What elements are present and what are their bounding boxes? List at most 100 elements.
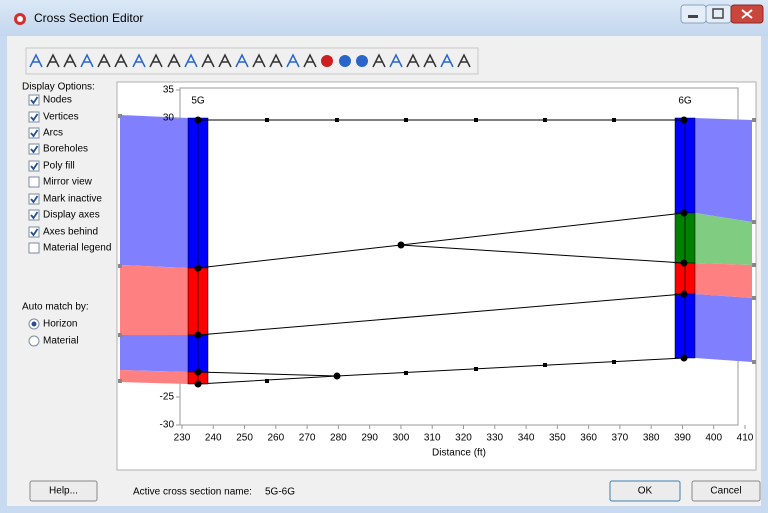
checkbox[interactable] bbox=[28, 226, 40, 238]
title-bar bbox=[0, 0, 768, 36]
help-button[interactable] bbox=[29, 480, 98, 502]
checkbox-label: Vertices bbox=[43, 112, 79, 123]
toolbar-icon[interactable] bbox=[252, 53, 266, 68]
toolbar-icon[interactable] bbox=[339, 55, 351, 67]
x-tick-label: 260 bbox=[267, 433, 284, 444]
x-axis-label: Distance (ft) bbox=[432, 448, 486, 459]
toolbar-icon[interactable] bbox=[406, 53, 420, 68]
radio-dot bbox=[31, 321, 37, 327]
material-fill bbox=[695, 118, 752, 222]
checkbox-label: Boreholes bbox=[43, 144, 88, 155]
node bbox=[680, 290, 688, 298]
toolbar-icon[interactable] bbox=[132, 53, 146, 68]
display-options-label: Display Options: bbox=[22, 82, 95, 93]
checkmark bbox=[30, 211, 39, 220]
vertex bbox=[265, 379, 269, 383]
checkbox[interactable] bbox=[28, 160, 40, 172]
y-tick-label: 30 bbox=[163, 113, 175, 124]
checkmark bbox=[30, 228, 39, 237]
node bbox=[680, 354, 688, 362]
toolbar-icon[interactable] bbox=[440, 53, 454, 68]
toolbar-icon[interactable] bbox=[184, 53, 198, 68]
y-tick-label: -25 bbox=[160, 392, 175, 403]
toolbar-icon[interactable] bbox=[372, 53, 386, 68]
checkbox-label: Arcs bbox=[43, 128, 63, 139]
node bbox=[333, 372, 341, 380]
checkbox[interactable] bbox=[28, 94, 40, 106]
x-tick-label: 290 bbox=[361, 433, 378, 444]
toolbar-icon[interactable] bbox=[218, 53, 232, 68]
toolbar-icon[interactable] bbox=[423, 53, 437, 68]
checkbox-label: Mark inactive bbox=[43, 194, 102, 205]
node bbox=[680, 209, 688, 217]
toolbar-icon[interactable] bbox=[321, 55, 333, 67]
borehole-label: 6G bbox=[678, 96, 692, 107]
vertex bbox=[752, 118, 756, 122]
checkbox-label: Material legend bbox=[43, 243, 111, 254]
toolbar-icon[interactable] bbox=[46, 53, 60, 68]
active-section-label: Active cross section name: bbox=[133, 487, 252, 498]
maximize-button[interactable] bbox=[705, 4, 732, 24]
material-fill bbox=[695, 213, 752, 265]
toolbar-icon[interactable] bbox=[457, 53, 471, 68]
vertex bbox=[543, 118, 547, 122]
checkbox[interactable] bbox=[28, 111, 40, 123]
material-fill bbox=[120, 335, 188, 372]
toolbar-icon[interactable] bbox=[356, 55, 368, 67]
ok-button[interactable] bbox=[609, 480, 681, 502]
checkbox[interactable] bbox=[28, 242, 40, 254]
arc bbox=[400, 244, 685, 264]
material-fill bbox=[695, 263, 752, 298]
x-tick-label: 270 bbox=[299, 433, 316, 444]
toolbar-icon[interactable] bbox=[149, 53, 163, 68]
vertex bbox=[752, 220, 756, 224]
checkbox[interactable] bbox=[28, 127, 40, 139]
checkbox-label: Nodes bbox=[43, 95, 72, 106]
toolbar-icon[interactable] bbox=[29, 53, 43, 68]
cancel-button[interactable] bbox=[691, 480, 761, 502]
toolbar-icon[interactable] bbox=[201, 53, 215, 68]
toolbar-icon[interactable] bbox=[167, 53, 181, 68]
checkbox[interactable] bbox=[28, 209, 40, 221]
x-tick-label: 230 bbox=[174, 433, 191, 444]
arc bbox=[197, 371, 338, 377]
arc bbox=[197, 293, 685, 336]
toolbar-icon[interactable] bbox=[269, 53, 283, 68]
radio-label: Material bbox=[43, 336, 79, 347]
x-tick-label: 300 bbox=[393, 433, 410, 444]
checkmark bbox=[30, 195, 39, 204]
vertex bbox=[612, 360, 616, 364]
vertex bbox=[543, 363, 547, 367]
vertex bbox=[118, 333, 122, 337]
checkbox[interactable] bbox=[28, 143, 40, 155]
y-tick-label: 35 bbox=[163, 85, 175, 96]
checkbox[interactable] bbox=[28, 193, 40, 205]
checkmark bbox=[30, 96, 39, 105]
checkmark bbox=[30, 162, 39, 171]
vertex bbox=[265, 118, 269, 122]
material-fill bbox=[120, 115, 188, 268]
toolbar-icon[interactable] bbox=[235, 53, 249, 68]
toolbar-icon[interactable] bbox=[114, 53, 128, 68]
y-tick-label: -30 bbox=[160, 420, 175, 431]
vertex bbox=[752, 296, 756, 300]
toolbar-icon[interactable] bbox=[286, 53, 300, 68]
toolbar-icon[interactable] bbox=[97, 53, 111, 68]
ok-button-label: OK bbox=[638, 486, 653, 497]
borehole-label: 5G bbox=[191, 96, 205, 107]
toolbar-icon[interactable] bbox=[303, 53, 317, 68]
minimize-button[interactable] bbox=[680, 4, 707, 24]
vertex bbox=[404, 118, 408, 122]
toolbar-icon[interactable] bbox=[63, 53, 77, 68]
app-icon-inner bbox=[17, 16, 23, 22]
x-tick-label: 390 bbox=[674, 433, 691, 444]
vertex bbox=[474, 367, 478, 371]
x-tick-label: 360 bbox=[580, 433, 597, 444]
x-tick-label: 280 bbox=[330, 433, 347, 444]
radio[interactable] bbox=[28, 335, 40, 347]
toolbar-icon[interactable] bbox=[80, 53, 94, 68]
checkmark bbox=[30, 113, 39, 122]
checkbox[interactable] bbox=[28, 176, 40, 188]
toolbar-icon[interactable] bbox=[389, 53, 403, 68]
